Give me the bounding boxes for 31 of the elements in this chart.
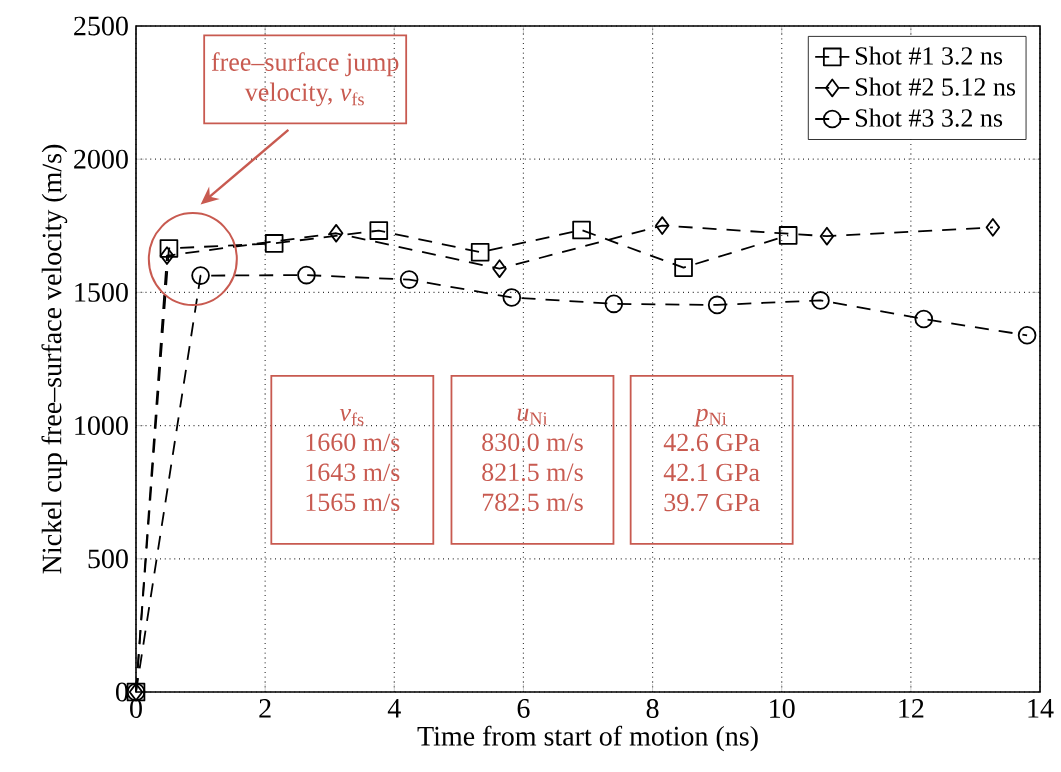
y-tick-label: 2500 (74, 16, 128, 36)
y-tick-label: 2000 (74, 149, 128, 169)
x-tick-label: 10 (770, 699, 795, 718)
annotation: 782.5 m/s (482, 493, 583, 512)
annotation: 39.7 GPa (664, 493, 760, 512)
y-tick-label: 1500 (75, 282, 128, 302)
x-tick-label: 12 (899, 699, 924, 718)
annotation: p$_{Ni}$ (694, 408, 727, 427)
x-tick-label: 6 (517, 699, 530, 718)
annotation: free–surface jump (211, 52, 399, 77)
x-tick-label: 14 (1028, 699, 1054, 718)
legend-label: Shot #3 3.2 ns (855, 108, 1003, 127)
annotation: 1565 m/s (306, 493, 400, 512)
x-tick-label: 2 (259, 699, 271, 718)
legend-label: Shot #2 5.12 ns (855, 77, 1016, 96)
annotation: 1643 m/s (306, 463, 400, 482)
x-tick-label: 8 (646, 699, 659, 718)
y-tick-label: 1000 (75, 416, 128, 436)
x-tick-label: 4 (387, 699, 401, 718)
x-axis-title: Time from start of motion (ns) (417, 725, 758, 752)
y-axis-title: Nickel cup free–surface velocity (m/s) (41, 144, 68, 574)
annotation: velocity, v$_{fs}$ (244, 82, 364, 107)
annotation: 830.0 m/s (482, 433, 583, 452)
annotation: 42.6 GPa (663, 433, 760, 452)
annotation: v$_{fs}$ (339, 408, 364, 426)
annotation: 821.5 m/s (482, 463, 583, 482)
y-tick-label: 500 (88, 549, 128, 569)
legend-label: Shot #1 3.2 ns (855, 46, 1003, 65)
annotation: 42.1 GPa (663, 463, 760, 482)
annotation: u$_{Ni}$ (517, 408, 548, 425)
annotation: 1660 m/s (306, 433, 400, 452)
